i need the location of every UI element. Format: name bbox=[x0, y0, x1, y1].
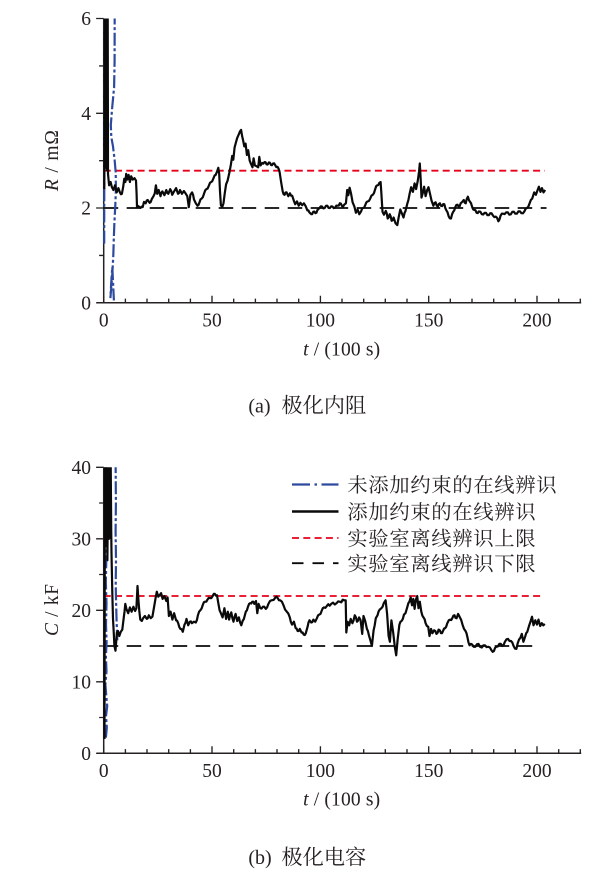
svg-text:100: 100 bbox=[306, 310, 335, 331]
svg-text:50: 50 bbox=[202, 761, 222, 782]
svg-text:C / kF: C / kF bbox=[42, 584, 63, 636]
svg-text:t / (100 s): t / (100 s) bbox=[303, 340, 380, 361]
svg-text:4: 4 bbox=[81, 104, 91, 125]
svg-text:150: 150 bbox=[414, 761, 443, 782]
svg-text:6: 6 bbox=[81, 9, 91, 30]
svg-text:100: 100 bbox=[306, 761, 335, 782]
svg-text:0: 0 bbox=[99, 761, 109, 782]
svg-text:(b): (b) bbox=[248, 847, 271, 869]
svg-text:200: 200 bbox=[522, 310, 551, 331]
svg-text:0: 0 bbox=[81, 744, 91, 765]
svg-text:R / mΩ: R / mΩ bbox=[42, 130, 63, 192]
svg-text:30: 30 bbox=[72, 530, 92, 551]
svg-text:200: 200 bbox=[522, 761, 551, 782]
svg-text:10: 10 bbox=[72, 673, 92, 694]
svg-text:150: 150 bbox=[414, 310, 443, 331]
svg-text:t / (100 s): t / (100 s) bbox=[303, 790, 380, 811]
svg-text:50: 50 bbox=[202, 310, 222, 331]
svg-text:(a): (a) bbox=[248, 395, 270, 417]
svg-text:0: 0 bbox=[81, 294, 91, 315]
svg-text:0: 0 bbox=[99, 310, 109, 331]
svg-text:40: 40 bbox=[72, 458, 92, 479]
svg-text:2: 2 bbox=[81, 199, 91, 220]
svg-text:20: 20 bbox=[72, 601, 92, 622]
